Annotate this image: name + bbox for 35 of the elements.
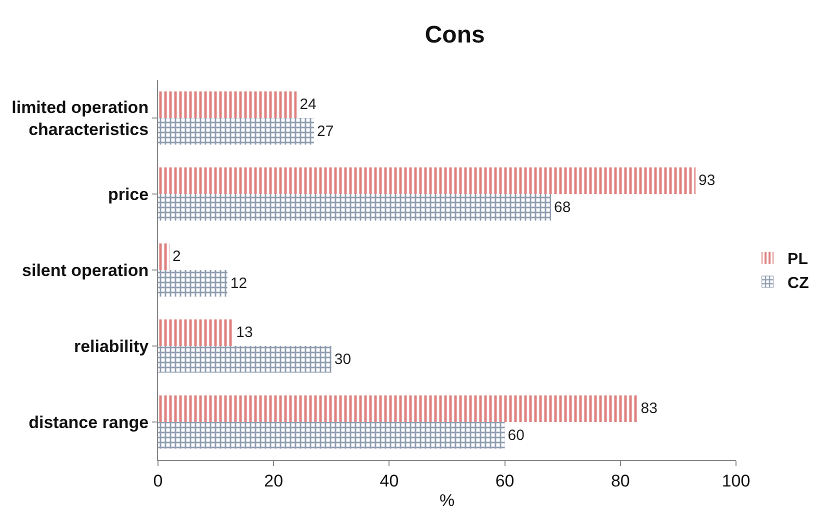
bar (158, 118, 314, 145)
data-label: 83 (640, 400, 658, 418)
y-tick-label: silent operation (22, 260, 149, 280)
data-label: 68 (554, 198, 571, 216)
bar (158, 91, 297, 118)
data-label: 60 (508, 426, 524, 444)
x-tick-label: 40 (380, 471, 399, 490)
data-label: 13 (236, 324, 253, 342)
bar (158, 346, 332, 373)
data-label: 30 (334, 350, 352, 368)
bar (158, 270, 228, 297)
data-label: 24 (300, 96, 316, 114)
x-tick-label: 0 (153, 471, 163, 490)
y-tick-label: distance range (28, 412, 149, 432)
chart-title: Cons (424, 22, 485, 49)
x-axis-title: % (439, 490, 455, 510)
data-label: 12 (230, 274, 248, 292)
data-label: 2 (172, 248, 181, 266)
y-tick-label: limited operation characteristics (12, 98, 149, 139)
x-tick-label: 20 (264, 471, 284, 490)
bar (158, 395, 638, 422)
bar (158, 167, 696, 194)
bar (158, 319, 234, 346)
y-tick-label: price (108, 184, 149, 204)
bar (158, 194, 552, 221)
y-tick-label: reliability (74, 336, 150, 356)
text: PL (788, 251, 808, 268)
bar (158, 243, 170, 270)
x-tick-label: 60 (495, 471, 514, 490)
x-tick-label: 80 (610, 471, 630, 490)
x-tick-label: 100 (722, 471, 750, 490)
data-label: 27 (317, 122, 334, 140)
data-label: 93 (698, 172, 716, 190)
bar (158, 422, 505, 449)
text: CZ (788, 274, 810, 292)
